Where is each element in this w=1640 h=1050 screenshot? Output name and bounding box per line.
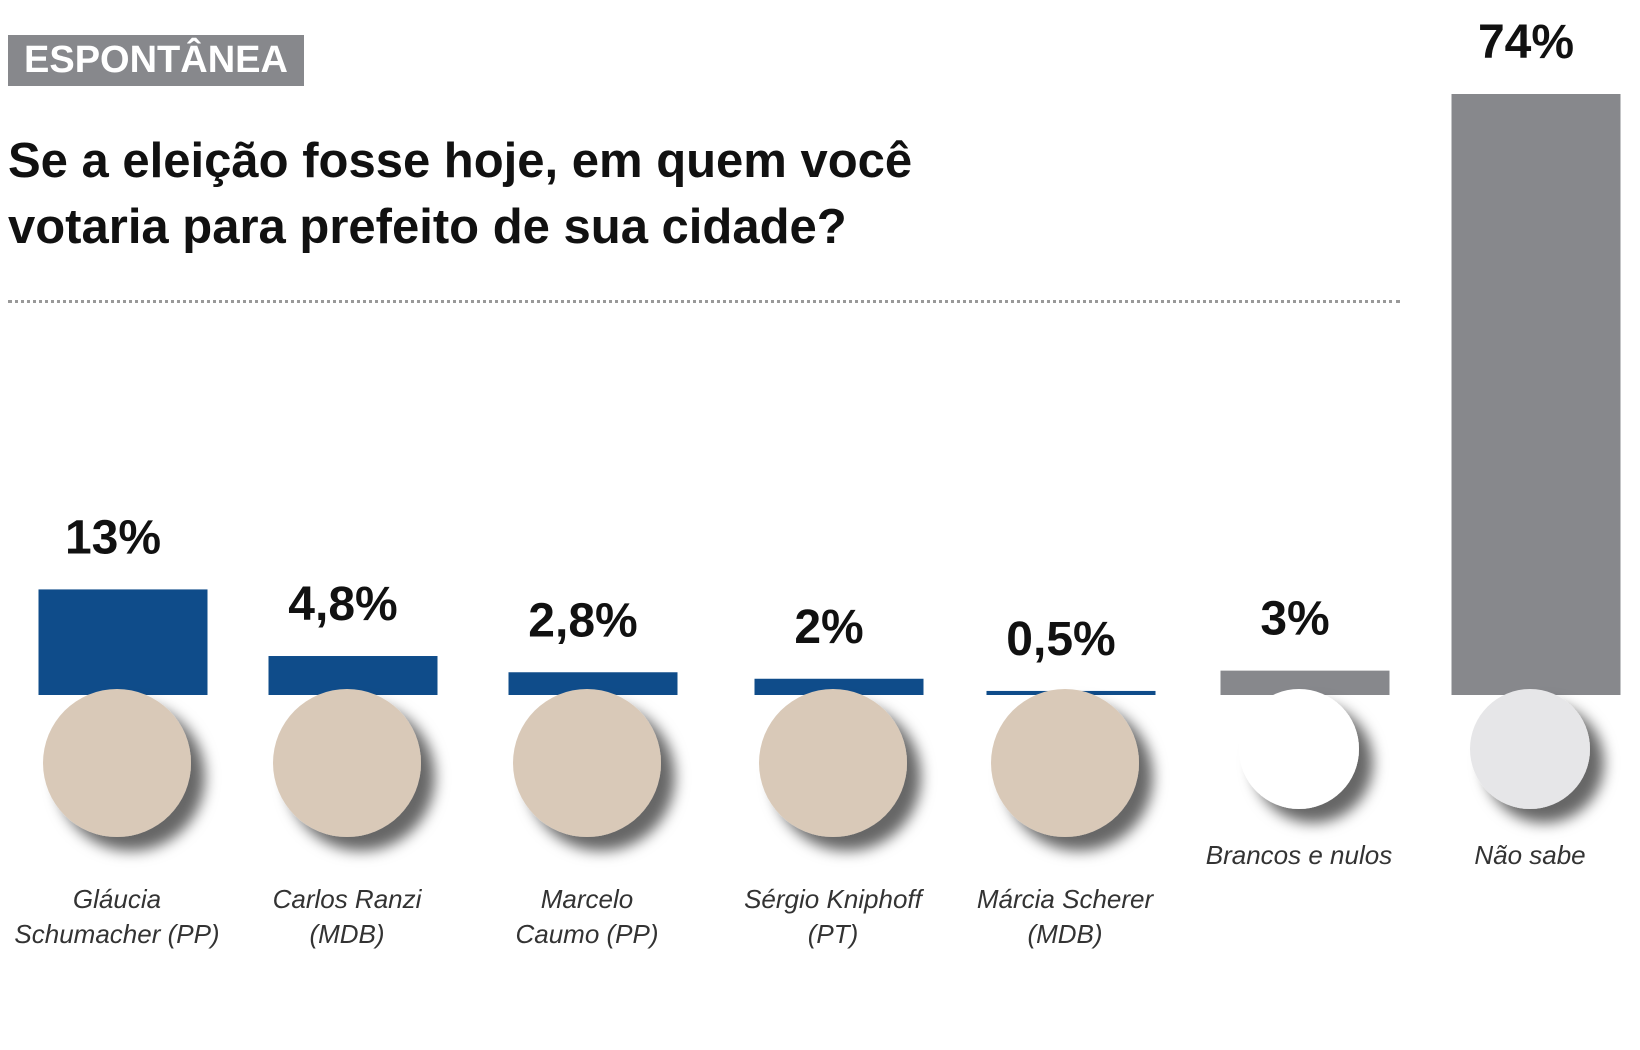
category-label: Carlos Ranzi (MDB) xyxy=(272,884,422,949)
category-label: Sérgio Kniphoff (PT) xyxy=(744,884,922,949)
bar xyxy=(268,656,438,695)
chart-title: Se a eleição fosse hoje, em quem você vo… xyxy=(8,134,913,254)
bar xyxy=(38,589,208,695)
category-label: Não sabe xyxy=(1474,840,1586,870)
bar xyxy=(754,678,924,695)
candidate-photo xyxy=(991,689,1139,837)
category-label: Marcelo Caumo (PP) xyxy=(515,884,659,949)
candidate-photo xyxy=(759,689,907,837)
candidate-photo xyxy=(273,689,421,837)
divider xyxy=(8,300,1400,303)
category-label: Márcia Scherer (MDB) xyxy=(976,884,1154,949)
candidate-photo xyxy=(513,689,661,837)
bar xyxy=(1451,94,1621,695)
value-label: 4,8% xyxy=(288,578,397,631)
placeholder-circle xyxy=(1470,689,1590,809)
category-label: Brancos e nulos xyxy=(1205,840,1393,870)
placeholder-circle xyxy=(1239,689,1359,809)
value-label: 0,5% xyxy=(1006,613,1115,666)
value-label: 2% xyxy=(794,601,863,654)
bar xyxy=(508,672,678,695)
value-label: 13% xyxy=(65,511,161,564)
value-label: 74% xyxy=(1478,16,1574,69)
value-label: 2,8% xyxy=(528,594,637,647)
candidate-photo xyxy=(43,689,191,837)
tag: ESPONTÂNEA xyxy=(8,35,304,86)
category-label: Gláucia Schumacher (PP) xyxy=(14,884,220,949)
value-label: 3% xyxy=(1260,593,1329,646)
